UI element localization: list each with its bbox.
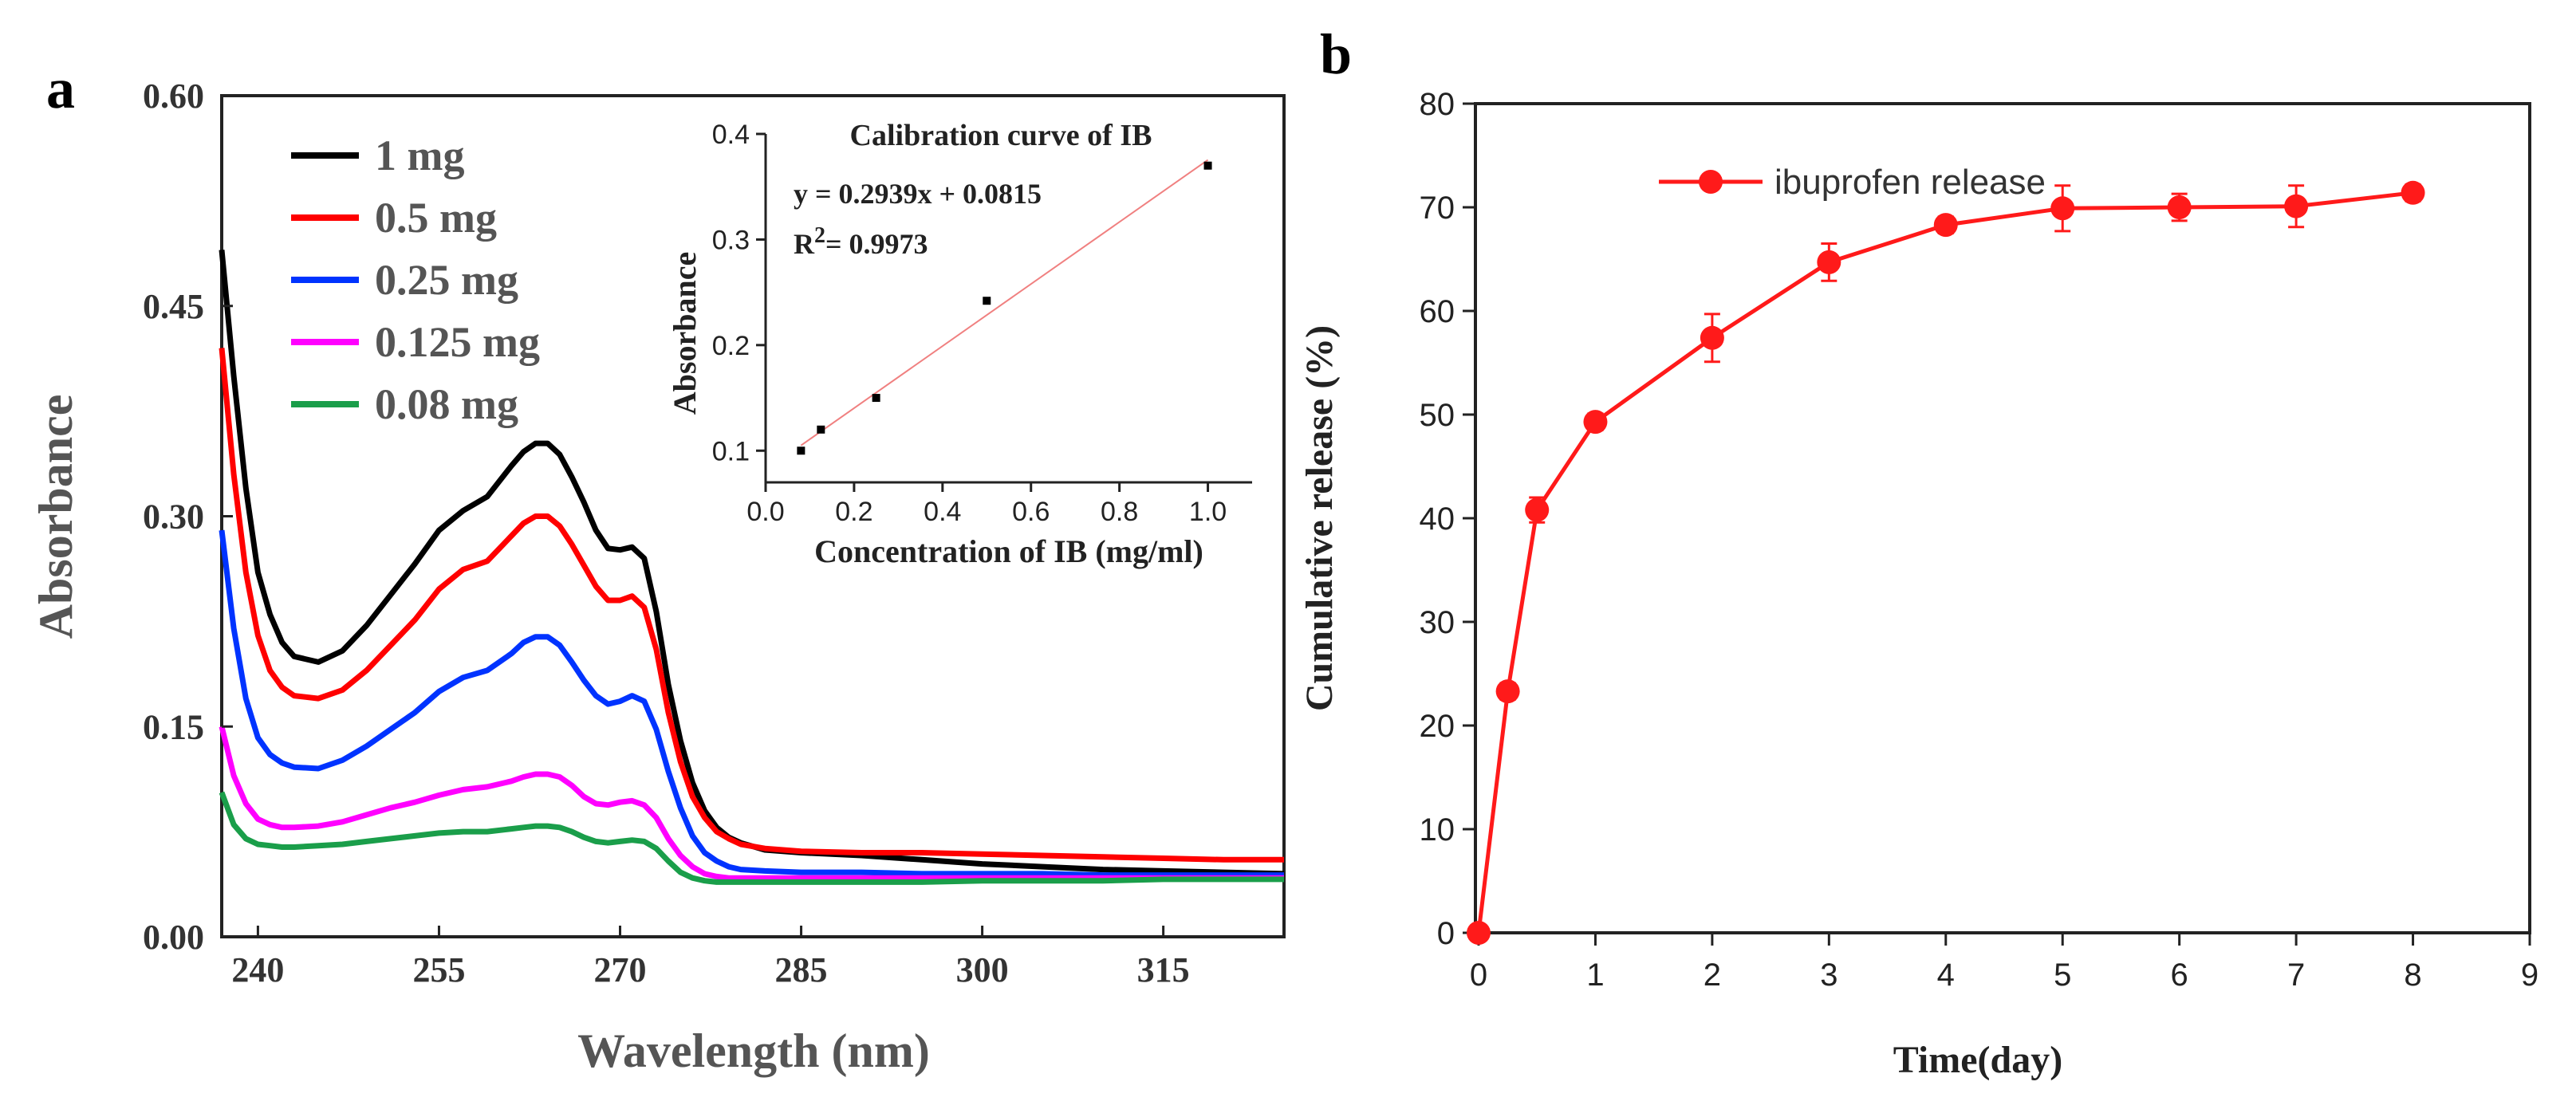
inset-xtick-label: 0.2 <box>835 497 872 527</box>
plot-a-xtick-label: 285 <box>775 950 828 989</box>
plot-a-ytick-label: 0.60 <box>143 77 204 116</box>
plot-b-ticks: 0 1 2 3 4 5 6 7 8 9 0 10 20 30 40 50 60 70 80 <box>1420 87 2539 993</box>
data-point <box>1525 498 1550 522</box>
plot-a-legend: 1 mg 0.5 mg 0.25 mg 0.125 mg 0.08 mg <box>291 132 540 428</box>
inset-points <box>797 161 1212 455</box>
inset-xtick-label: 1.0 <box>1189 497 1227 527</box>
plot-b-ytick-label: 50 <box>1420 398 1455 433</box>
plot-a-xlabel: Wavelength (nm) <box>577 1025 930 1077</box>
legend-label: 1 mg <box>375 132 464 179</box>
plot-a-ytick-label: 0.45 <box>143 287 204 326</box>
series-line-0.5-mg <box>219 348 1284 863</box>
plot-b-xtick-label: 8 <box>2404 958 2421 993</box>
plot-b-ytick-label: 0 <box>1437 916 1455 951</box>
plot-a-ylabel: Absorbance <box>30 395 82 639</box>
inset-ytick-label: 0.1 <box>712 436 750 466</box>
inset-point <box>1203 161 1212 170</box>
data-point <box>1817 250 1841 274</box>
plot-b-xtick-label: 5 <box>2054 958 2071 993</box>
plot-b-xtick-label: 0 <box>1470 958 1487 993</box>
plot-b-ytick-label: 30 <box>1420 605 1455 640</box>
plot-b-legend: ibuprofen release <box>1659 163 2046 202</box>
plot-a-ytick-label: 0.00 <box>143 918 204 957</box>
inset-ytick-label: 0.4 <box>712 120 750 150</box>
data-point <box>2167 195 2192 219</box>
plot-b-xtick-label: 4 <box>1937 958 1955 993</box>
inset-title: Calibration curve of IB <box>850 119 1152 152</box>
plot-a-xtick-label: 300 <box>956 950 1009 989</box>
inset-xtick-label: 0.8 <box>1101 497 1138 527</box>
plot-b-ytick-label: 70 <box>1420 191 1455 226</box>
panel-b: b 0 1 2 3 4 5 6 7 8 9 0 10 20 30 40 50 60 70 80 ibuprofen … <box>1298 22 2539 1081</box>
plot-a-ticks: 240 255 270 285 300 315 0.00 0.15 0.30 0.45 0.60 <box>143 77 1190 989</box>
plot-b-ylabel: Cumulative release (%) <box>1298 325 1341 711</box>
series-line-release <box>1476 191 2413 934</box>
plot-b-xtick-label: 1 <box>1586 958 1604 993</box>
inset-xtick-label: 0.6 <box>1012 497 1050 527</box>
plot-b-ytick-label: 10 <box>1420 812 1455 848</box>
data-point <box>2401 180 2425 205</box>
legend-label: 0.5 mg <box>375 194 497 242</box>
plot-b-xtick-label: 6 <box>2171 958 2188 993</box>
data-point <box>1583 410 1608 435</box>
legend-swatch-marker <box>1699 170 1723 194</box>
legend-label: ibuprofen release <box>1774 163 2046 202</box>
inset-ytick-label: 0.3 <box>712 225 750 255</box>
data-point <box>1495 679 1520 704</box>
legend-label: 0.25 mg <box>375 256 518 304</box>
panel-a-label: a <box>46 57 75 120</box>
plot-b-ytick-label: 40 <box>1420 501 1455 537</box>
plot-b-xtick-label: 3 <box>1820 958 1837 993</box>
inset-fit-line <box>800 159 1209 446</box>
data-point <box>1933 213 1958 238</box>
plot-a-xtick-label: 240 <box>231 950 284 989</box>
inset-xtick-label: 0.0 <box>746 497 784 527</box>
inset-ticks: 0.0 0.2 0.4 0.6 0.8 1.0 0.1 0.2 0.3 0.4 <box>712 120 1227 527</box>
plot-a-xtick-label: 255 <box>412 950 465 989</box>
series-line-0.08-mg <box>219 791 1284 885</box>
inset-equation: y = 0.2939x + 0.0815 <box>794 178 1042 210</box>
legend-label: 0.08 mg <box>375 380 518 428</box>
inset-point <box>872 394 880 403</box>
plot-b-xtick-label: 9 <box>2521 958 2539 993</box>
data-point <box>2050 196 2075 221</box>
panel-a: a 240 255 270 285 300 3150.000.150.300.450.60… <box>30 57 1286 1077</box>
inset-ytick-label: 0.2 <box>712 331 750 361</box>
plot-b-xtick-label: 7 <box>2287 958 2305 993</box>
plot-a-ytick-label: 0.30 <box>143 498 204 537</box>
data-point <box>2284 194 2309 218</box>
plot-a-ytick-label: 0.15 <box>143 707 204 746</box>
inset-point <box>817 425 825 434</box>
plot-a-series <box>219 250 1285 885</box>
panel-b-label: b <box>1320 22 1352 86</box>
inset-r2: R2= 0.9973 <box>794 223 928 260</box>
plot-b-ytick-label: 60 <box>1420 294 1455 329</box>
plot-a-xtick-label: 270 <box>594 950 647 989</box>
plot-b-xlabel: Time(day) <box>1893 1039 2062 1081</box>
inset-point <box>797 446 805 455</box>
plot-b-series <box>1467 180 2425 945</box>
inset-xtick-label: 0.4 <box>924 497 961 527</box>
plot-b-xtick-label: 2 <box>1704 958 1721 993</box>
inset-ylabel: Absorbance <box>667 252 703 415</box>
legend-label: 0.125 mg <box>375 318 540 366</box>
inset-xlabel: Concentration of IB (mg/ml) <box>814 533 1203 569</box>
calibration-inset: 0.0 0.2 0.4 0.6 0.8 1.0 0.1 0.2 0.3 0.4 Calibrati… <box>667 119 1252 569</box>
series-line-0.125-mg <box>219 726 1284 881</box>
plot-a-xtick-label: 315 <box>1137 950 1190 989</box>
data-point <box>1700 325 1724 350</box>
plot-b-ytick-label: 80 <box>1420 87 1455 122</box>
plot-b-frame <box>1474 102 2531 934</box>
inset-point <box>983 297 991 305</box>
series-line-0.25-mg <box>219 529 1284 879</box>
plot-b-ytick-label: 20 <box>1420 709 1455 744</box>
data-point <box>1467 921 1491 945</box>
